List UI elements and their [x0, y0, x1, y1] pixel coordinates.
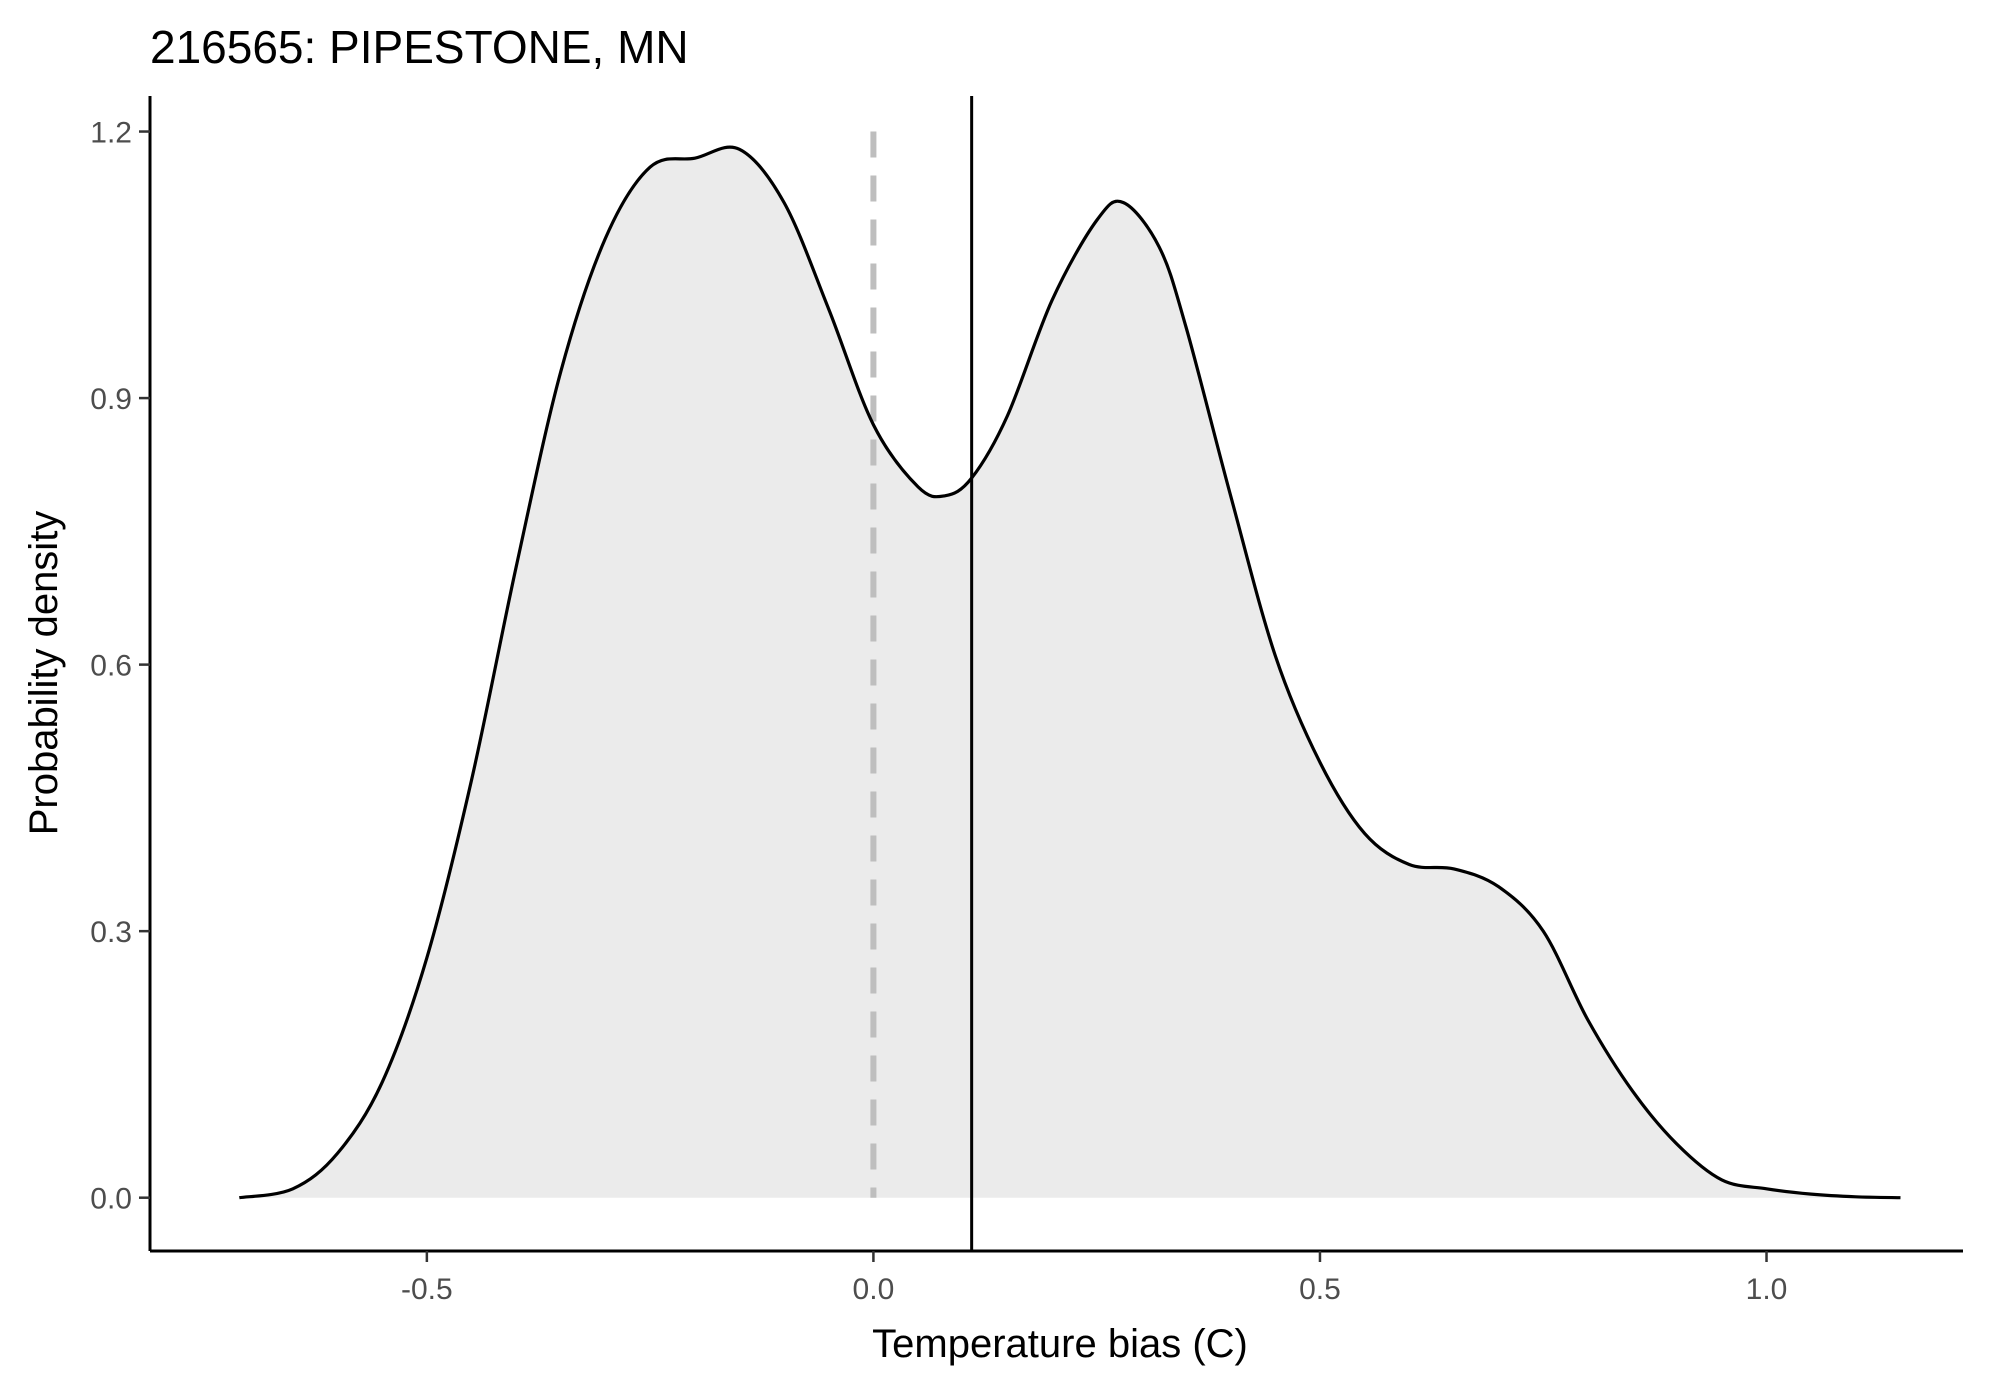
- x-tick-label: 1.0: [1746, 1273, 1788, 1306]
- chart-title: 216565: PIPESTONE, MN: [150, 21, 689, 73]
- y-tick-label: 0.6: [90, 650, 132, 683]
- x-axis-ticks: -0.5 0.0 0.5 1.0: [401, 1251, 1787, 1306]
- density-area-0: [239, 147, 1901, 1198]
- y-tick-label: 1.2: [90, 117, 132, 150]
- y-axis-title: Probability density: [22, 511, 66, 836]
- plot-area: [239, 96, 1901, 1251]
- x-tick-label: 0.0: [853, 1273, 895, 1306]
- y-tick-label: 0.0: [90, 1183, 132, 1216]
- y-tick-label: 0.9: [90, 383, 132, 416]
- density-curve: [239, 145, 1901, 1200]
- y-axis-ticks: 0.0 0.3 0.6 0.9 1.2: [90, 117, 150, 1216]
- y-tick-label: 0.3: [90, 916, 132, 949]
- x-axis-title: Temperature bias (C): [872, 1322, 1248, 1366]
- x-tick-label: 0.5: [1299, 1273, 1341, 1306]
- x-tick-label: -0.5: [401, 1273, 453, 1306]
